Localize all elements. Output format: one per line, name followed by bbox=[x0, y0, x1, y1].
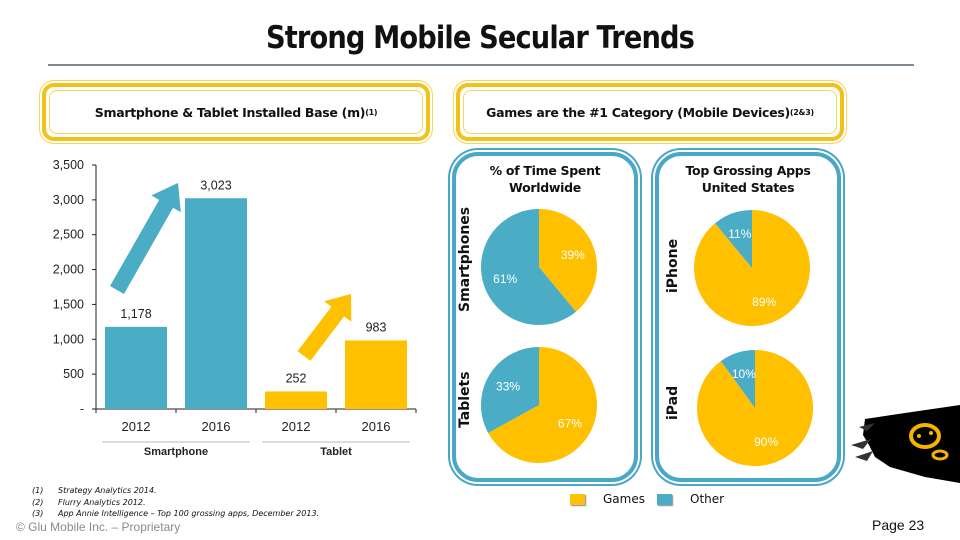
installed-base-header: Smartphone & Tablet Installed Base (m) (1… bbox=[42, 83, 430, 141]
x-tick-label: 2012 bbox=[282, 419, 311, 434]
y-tick-label: - bbox=[80, 402, 84, 416]
pie-slice-label: 10% bbox=[732, 367, 756, 381]
time-spent-panel: % of Time Spent Worldwide bbox=[452, 152, 638, 482]
footnote-number: (3) bbox=[32, 509, 44, 518]
y-tick-label: 1,000 bbox=[53, 332, 84, 346]
pie-slice-label: 89% bbox=[752, 295, 776, 309]
x-tick-label: 2012 bbox=[122, 419, 151, 434]
pie-slice-other bbox=[480, 347, 539, 433]
title-divider bbox=[48, 64, 914, 66]
x-tick-label: 2016 bbox=[202, 419, 231, 434]
pie-slice-label: 61% bbox=[493, 272, 517, 286]
legend-other: Other bbox=[657, 492, 724, 506]
footnote: (1) Strategy Analytics 2014. bbox=[32, 485, 319, 497]
pie-tablets: 67% 33% bbox=[480, 347, 597, 463]
time-spent-panel-title: % of Time Spent Worldwide bbox=[456, 162, 634, 196]
games-category-footnote-ref: (2&3) bbox=[789, 107, 814, 117]
pie-smartphones: 39% 61% bbox=[480, 209, 597, 325]
tablet-growth-arrow bbox=[297, 294, 352, 361]
bar-data-label: 3,023 bbox=[200, 178, 231, 192]
footnote-number: (2) bbox=[32, 497, 44, 507]
footnote: (2) Flurry Analytics 2012. bbox=[32, 497, 319, 509]
bar bbox=[265, 391, 327, 409]
legend-games: Games bbox=[570, 492, 645, 506]
installed-base-header-text: Smartphone & Tablet Installed Base (m) bbox=[94, 104, 366, 120]
x-tick-label: 2016 bbox=[362, 419, 391, 434]
games-category-header: Games are the #1 Category (Mobile Device… bbox=[456, 83, 844, 141]
installed-base-bar-chart: - 500 1,000 1,500 2,000 2,500 3,000 3,500 1,178… bbox=[53, 158, 417, 458]
pie-slice-label: 67% bbox=[558, 416, 582, 430]
footnote-text: App Annie Intelligence – Top 100 grossin… bbox=[58, 509, 320, 518]
top-grossing-panel-title: Top Grossing Apps United States bbox=[659, 162, 837, 196]
bar bbox=[345, 340, 407, 409]
panel-title-line1: % of Time Spent bbox=[489, 163, 601, 178]
footnote-number: (1) bbox=[32, 486, 44, 495]
bar-data-label: 983 bbox=[366, 320, 387, 334]
bar bbox=[185, 198, 247, 409]
y-tick-label: 3,500 bbox=[53, 158, 84, 172]
page-title: Strong Mobile Secular Trends bbox=[265, 20, 695, 56]
top-grossing-panel: Top Grossing Apps United States bbox=[655, 152, 841, 482]
y-tick-label: 2,000 bbox=[53, 263, 84, 277]
pie-slice-other bbox=[480, 209, 576, 325]
bar bbox=[105, 326, 167, 409]
page-number: Page 23 bbox=[872, 517, 925, 533]
copyright: © Glu Mobile Inc. – Proprietary bbox=[16, 520, 181, 534]
footnote-text: Strategy Analytics 2014. bbox=[58, 486, 157, 495]
group-label-tablet: Tablet bbox=[320, 446, 352, 458]
bar-data-label: 252 bbox=[286, 371, 307, 385]
group-label-smartphone: Smartphone bbox=[144, 446, 208, 458]
pie-slice-other bbox=[720, 350, 755, 408]
y-tick-label: 1,500 bbox=[53, 297, 84, 311]
pie-slice-label: 11% bbox=[728, 227, 751, 241]
installed-base-footnote-ref: (1) bbox=[365, 107, 378, 117]
glu-logo-icon bbox=[851, 405, 960, 483]
bar-data-label: 1,178 bbox=[120, 307, 151, 321]
pie-ipad: 90% 10% bbox=[697, 350, 813, 466]
legend-games-swatch bbox=[570, 493, 585, 505]
pie-slice-label: 39% bbox=[561, 248, 585, 262]
panel-title-line2: Worldwide bbox=[509, 180, 581, 195]
y-tick-label: 2,500 bbox=[53, 228, 84, 242]
pie-slice-label: 90% bbox=[754, 435, 778, 449]
y-tick-label: 500 bbox=[63, 367, 84, 381]
legend-other-label: Other bbox=[690, 492, 725, 506]
pie-slice-label: 33% bbox=[496, 380, 520, 394]
pie-slice-other bbox=[715, 210, 752, 268]
smartphone-growth-arrow bbox=[110, 183, 181, 294]
footnotes: (1) Strategy Analytics 2014. (2) Flurry An… bbox=[32, 485, 319, 520]
panel-title-line1: Top Grossing Apps bbox=[685, 163, 811, 178]
footnote: (3) App Annie Intelligence – Top 100 gros… bbox=[32, 508, 319, 520]
pie-slice-games bbox=[539, 209, 597, 312]
y-tick-label: 3,000 bbox=[53, 193, 84, 207]
legend-games-label: Games bbox=[603, 492, 645, 506]
pie-slice-games bbox=[488, 347, 597, 463]
panel-title-line2: United States bbox=[701, 180, 795, 195]
footnote-text: Flurry Analytics 2012. bbox=[58, 497, 146, 507]
games-category-header-text: Games are the #1 Category (Mobile Device… bbox=[486, 104, 790, 120]
legend-other-swatch bbox=[657, 493, 672, 505]
pie-iphone: 89% 11% bbox=[694, 210, 811, 326]
